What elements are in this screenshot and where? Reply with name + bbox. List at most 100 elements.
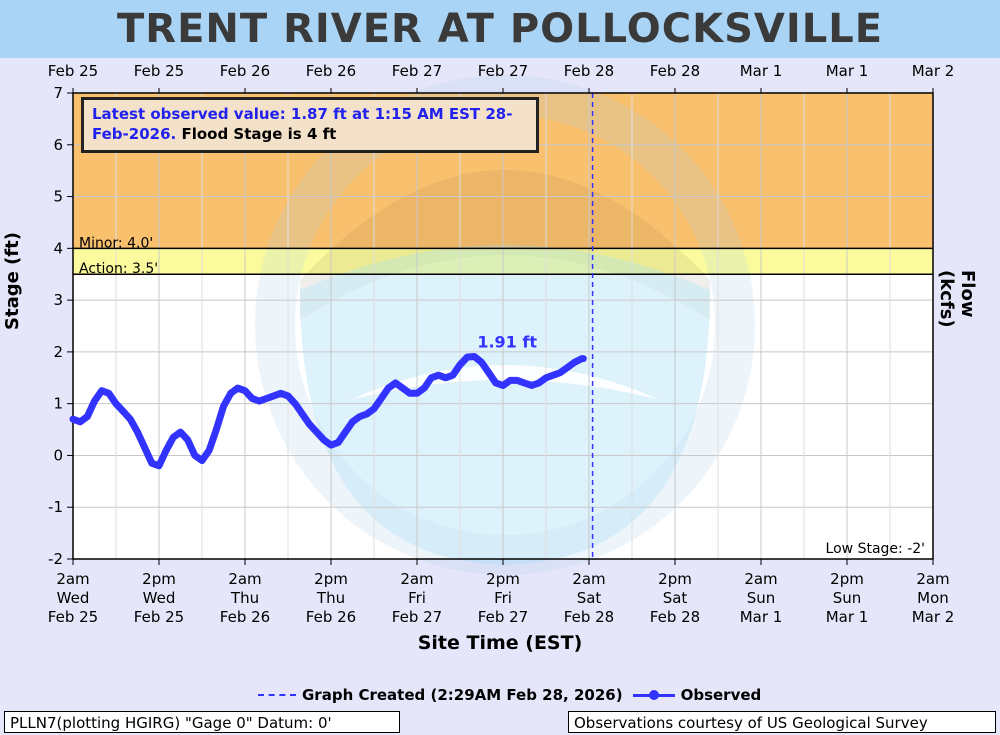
observed-point <box>413 390 421 397</box>
bottom-tick-label: Feb 26 <box>220 608 270 626</box>
bottom-tick-label: Sun <box>833 589 862 607</box>
bottom-tick-label: Feb 28 <box>650 608 700 626</box>
chart-svg: -2 -1 0 1 2 3 4 5 6 7 Feb 25 Feb 25 Feb 26 Feb 26 Feb … <box>48 62 955 626</box>
observed-point <box>463 353 471 361</box>
top-tick-label: Mar 1 <box>826 62 869 80</box>
observed-point <box>528 382 535 389</box>
bottom-tick-label: 2am <box>400 570 433 588</box>
y-tick-label: 7 <box>53 84 63 102</box>
observed-point <box>284 392 292 400</box>
observed-point <box>542 374 550 381</box>
observed-point <box>370 405 378 413</box>
observed-point <box>506 377 514 384</box>
observed-point <box>420 384 428 392</box>
top-tick-label: Mar 2 <box>912 62 955 80</box>
y-tick-label: 1 <box>53 395 63 413</box>
observed-point <box>392 379 399 387</box>
bottom-tick-label: Wed <box>143 589 176 607</box>
top-tick-label: Feb 28 <box>650 62 700 80</box>
observed-point <box>356 413 363 420</box>
bottom-tick-label: Sun <box>747 589 776 607</box>
top-tick-label: Feb 27 <box>478 62 528 80</box>
legend-graph-created: Graph Created (2:29AM Feb 28, 2026) <box>302 686 623 704</box>
y2-axis-label: Flow (kcfs) <box>936 270 978 328</box>
observed-point <box>492 379 500 387</box>
y-tick-label: 5 <box>53 188 63 206</box>
credit-footer: Observations courtesy of US Geological S… <box>568 711 996 733</box>
observed-point <box>198 457 206 464</box>
observed-point <box>349 418 356 425</box>
top-tick-label: Feb 25 <box>134 62 184 80</box>
observed-point <box>277 390 285 397</box>
observed-point <box>557 369 564 376</box>
y-tick-label: 3 <box>53 291 63 309</box>
bottom-tick-label: Feb 25 <box>48 608 98 626</box>
observed-point <box>170 434 177 441</box>
observed-point <box>406 390 414 397</box>
bottom-tick-label: 2pm <box>314 570 348 588</box>
observed-point <box>248 395 256 402</box>
bottom-tick-label: Sat <box>663 589 688 607</box>
latest-observation-box: Latest observed value: 1.87 ft at 1:15 A… <box>81 97 539 153</box>
y-tick-label: -1 <box>48 498 63 516</box>
observed-point <box>571 359 578 366</box>
observed-point <box>134 428 141 436</box>
bottom-tick-label: Mar 1 <box>826 608 869 626</box>
bottom-tick-label: Wed <box>57 589 90 607</box>
observed-point <box>485 369 492 376</box>
top-tick-label: Feb 26 <box>220 62 270 80</box>
observed-point <box>84 413 91 420</box>
action-threshold-label: Action: 3.5' <box>79 261 158 277</box>
minor-threshold-label: Minor: 4.0' <box>79 235 153 251</box>
observed-point <box>76 418 84 425</box>
bottom-tick-label: 2am <box>56 570 89 588</box>
observed-point <box>191 452 199 459</box>
top-tick-label: Feb 25 <box>48 62 98 80</box>
bottom-tick-label: 2am <box>744 570 777 588</box>
y-tick-label: 2 <box>53 343 63 361</box>
observed-point <box>205 447 213 454</box>
y-tick-label: 4 <box>53 239 63 257</box>
observed-line-icon <box>632 689 675 701</box>
bottom-tick-label: Mar 1 <box>740 608 783 626</box>
y-axis-label: Stage (ft) <box>2 232 23 330</box>
observed-point <box>263 395 270 402</box>
observed-point <box>399 384 406 392</box>
observed-point <box>499 382 507 389</box>
bottom-tick-label: Sat <box>577 589 602 607</box>
observed-point <box>184 436 191 444</box>
y-tick-label: -2 <box>48 550 63 568</box>
observed-point <box>119 408 127 415</box>
observed-point <box>127 416 134 423</box>
bottom-tick-label: Feb 26 <box>306 608 356 626</box>
observed-point <box>363 410 371 418</box>
bottom-tick-label: Fri <box>408 589 426 607</box>
observed-point <box>270 392 277 400</box>
low-stage-label: Low Stage: -2' <box>826 541 925 557</box>
datum-footer: PLLN7(plotting HGIRG) "Gage 0" Datum: 0' <box>4 711 400 733</box>
bottom-tick-label: 2pm <box>142 570 176 588</box>
observed-point <box>478 359 485 366</box>
observed-point <box>220 403 227 410</box>
observed-point <box>313 428 320 436</box>
observed-point <box>377 395 385 402</box>
bottom-tick-label: 2am <box>228 570 261 588</box>
bottom-tick-label: Fri <box>494 589 512 607</box>
bottom-tick-label: Mon <box>917 589 949 607</box>
top-tick-label: Feb 28 <box>564 62 614 80</box>
flood-stage-text: Flood Stage is 4 ft <box>181 125 337 143</box>
observed-point <box>327 441 335 449</box>
observed-point <box>105 390 113 397</box>
observed-point <box>535 379 543 387</box>
observed-point <box>449 371 457 379</box>
x-axis-label: Site Time (EST) <box>417 632 583 654</box>
observed-point <box>91 397 98 405</box>
observed-point <box>241 387 249 394</box>
observed-point <box>112 400 120 407</box>
chart-title: TRENT RIVER AT POLLOCKSVILLE <box>116 6 884 52</box>
y-tick-label: 0 <box>53 446 63 464</box>
observed-point <box>435 371 442 379</box>
observed-point <box>213 426 220 433</box>
observed-point <box>256 397 263 405</box>
graph-created-dash-icon <box>258 694 296 696</box>
